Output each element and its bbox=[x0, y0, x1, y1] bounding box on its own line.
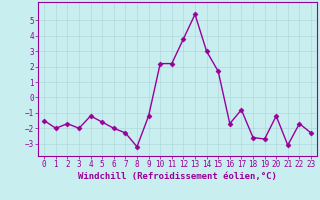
X-axis label: Windchill (Refroidissement éolien,°C): Windchill (Refroidissement éolien,°C) bbox=[78, 172, 277, 181]
